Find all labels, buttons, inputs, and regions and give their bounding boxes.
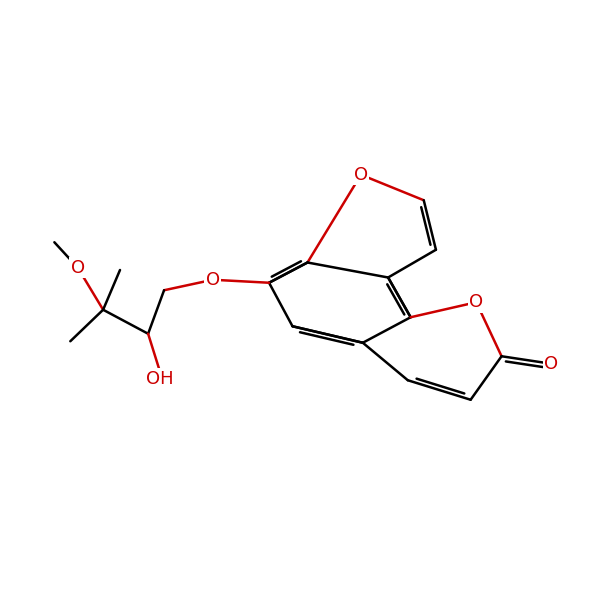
Text: O: O [71, 259, 85, 277]
Text: O: O [544, 355, 559, 373]
Text: O: O [206, 271, 220, 289]
Text: O: O [354, 166, 368, 184]
Text: O: O [469, 293, 484, 311]
Text: OH: OH [146, 370, 173, 388]
